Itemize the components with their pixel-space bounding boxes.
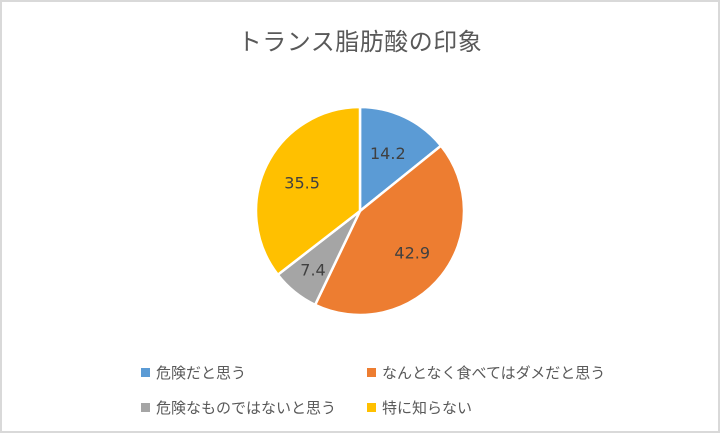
- data-label: 42.9: [394, 243, 430, 262]
- legend-label: 危険だと思う: [156, 364, 247, 382]
- pie-slice: [358, 105, 443, 214]
- pie-slices: [254, 105, 466, 317]
- legend-label: 危険なものではないと思う: [156, 399, 337, 417]
- legend-item-dont-know: 特に知らない: [367, 397, 472, 418]
- chart-title: トランス脂肪酸の印象: [237, 28, 483, 56]
- legend-swatch-icon: [367, 403, 376, 412]
- legend-swatch-icon: [141, 368, 150, 377]
- pie-data-labels: 14.2 42.9 7.4 35.5: [284, 144, 430, 279]
- legend-item-somehow-bad: なんとなく食べてはダメだと思う: [367, 362, 605, 383]
- data-label: 35.5: [284, 174, 320, 193]
- pie-slice: [254, 105, 362, 277]
- legend-label: 特に知らない: [382, 399, 473, 417]
- legend-item-not-dangerous: 危険なものではないと思う: [141, 397, 336, 418]
- legend-label: なんとなく食べてはダメだと思う: [382, 364, 606, 382]
- data-label: 14.2: [370, 144, 406, 163]
- legend-item-dangerous: 危険だと思う: [141, 362, 246, 383]
- data-label: 7.4: [300, 260, 325, 279]
- legend-swatch-icon: [141, 403, 150, 412]
- pie-slice: [313, 143, 466, 317]
- legend-swatch-icon: [367, 368, 376, 377]
